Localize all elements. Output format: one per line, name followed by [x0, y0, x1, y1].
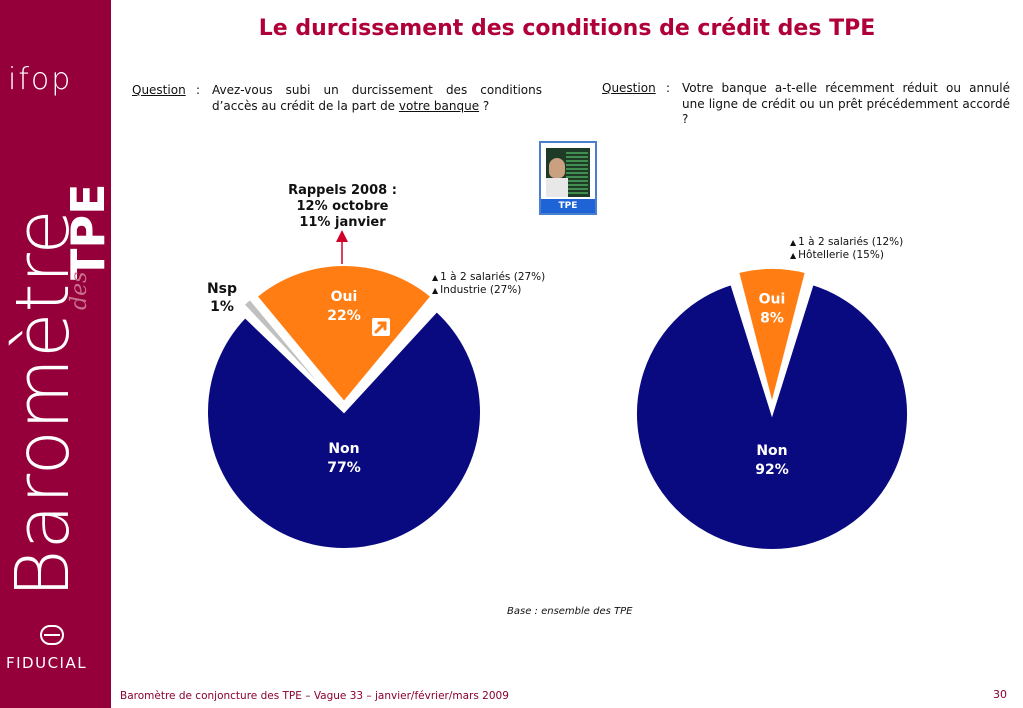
brand-small: des: [67, 272, 92, 310]
left-notes: ▲ 1 à 2 salariés (27%) ▲ Industrie (27%): [432, 271, 545, 297]
question-left-colon: :: [196, 83, 201, 97]
pie-slice-non: [635, 282, 909, 551]
slice-label-non: Non: [328, 441, 359, 457]
question-right: Question : Votre banque a-t-elle récemme…: [602, 81, 1010, 131]
slice-value-oui: 8%: [760, 311, 784, 327]
footer-text: Baromètre de conjoncture des TPE – Vague…: [120, 690, 509, 702]
question-left-text: Avez-vous subi un durcissement des condi…: [212, 83, 542, 113]
slice-value-oui: 22%: [327, 308, 361, 324]
brand-big: Baromètre: [0, 209, 86, 598]
up-triangle-icon: ▲: [790, 251, 797, 260]
tpe-badge: TPE: [539, 141, 597, 215]
right-note-1: ▲ 1 à 2 salariés (12%): [790, 236, 904, 248]
rappels-note: Rappels 2008 : 12% octobre 11% janvier: [288, 183, 397, 230]
slice-value-non: 77%: [327, 460, 361, 476]
pie-chart-credit-conditions: Non 77% Oui 22%: [206, 264, 482, 550]
question-right-label: Question: [602, 81, 656, 95]
sidebar: ifop Baromètre TPE des FIDUCIAL: [0, 0, 111, 708]
slice-value-non: 92%: [755, 462, 789, 478]
arrow-up-right-icon: [372, 318, 390, 336]
tpe-photo: [546, 148, 590, 197]
up-triangle-icon: ▲: [432, 273, 439, 282]
fiducial-logo: FIDUCIAL: [6, 654, 88, 672]
brand-tpe: TPE: [61, 183, 111, 280]
right-note-2: ▲ Hôtellerie (15%): [790, 249, 884, 261]
pie-slice-oui: [255, 264, 433, 404]
up-triangle-icon: ▲: [432, 286, 439, 295]
base-note: Base : ensemble des TPE: [507, 606, 633, 617]
pie-slice-nsp: [242, 297, 339, 406]
page-number: 30: [993, 688, 1007, 701]
pie-chart-credit-line-reduction: Non 92% Oui 8%: [635, 267, 909, 551]
pie-slice-oui: [736, 267, 808, 405]
slice-label-oui: Oui: [759, 292, 786, 308]
question-right-colon: :: [666, 81, 671, 95]
tpe-badge-label: TPE: [541, 199, 595, 213]
fiducial-icon: [40, 625, 64, 645]
slice-label-non: Non: [756, 443, 787, 459]
barometre-logo: Baromètre TPE des: [0, 183, 111, 598]
ifop-logo: ifop: [8, 62, 73, 97]
question-right-text: Votre banque a-t-elle récemment réduit o…: [682, 81, 1010, 126]
pie-slice-non: [206, 309, 482, 550]
left-note-2: ▲ Industrie (27%): [432, 284, 522, 296]
question-left: Question : Avez-vous subi un durcissemen…: [132, 83, 542, 123]
right-notes: ▲ 1 à 2 salariés (12%) ▲ Hôtellerie (15%): [790, 236, 903, 262]
up-triangle-icon: ▲: [790, 238, 797, 247]
nsp-label: Nsp 1%: [206, 281, 238, 315]
slice-label-oui: Oui: [331, 289, 358, 305]
question-left-label: Question: [132, 83, 186, 97]
page-title: Le durcissement des conditions de crédit…: [258, 16, 876, 41]
left-note-1: ▲ 1 à 2 salariés (27%): [432, 271, 546, 283]
